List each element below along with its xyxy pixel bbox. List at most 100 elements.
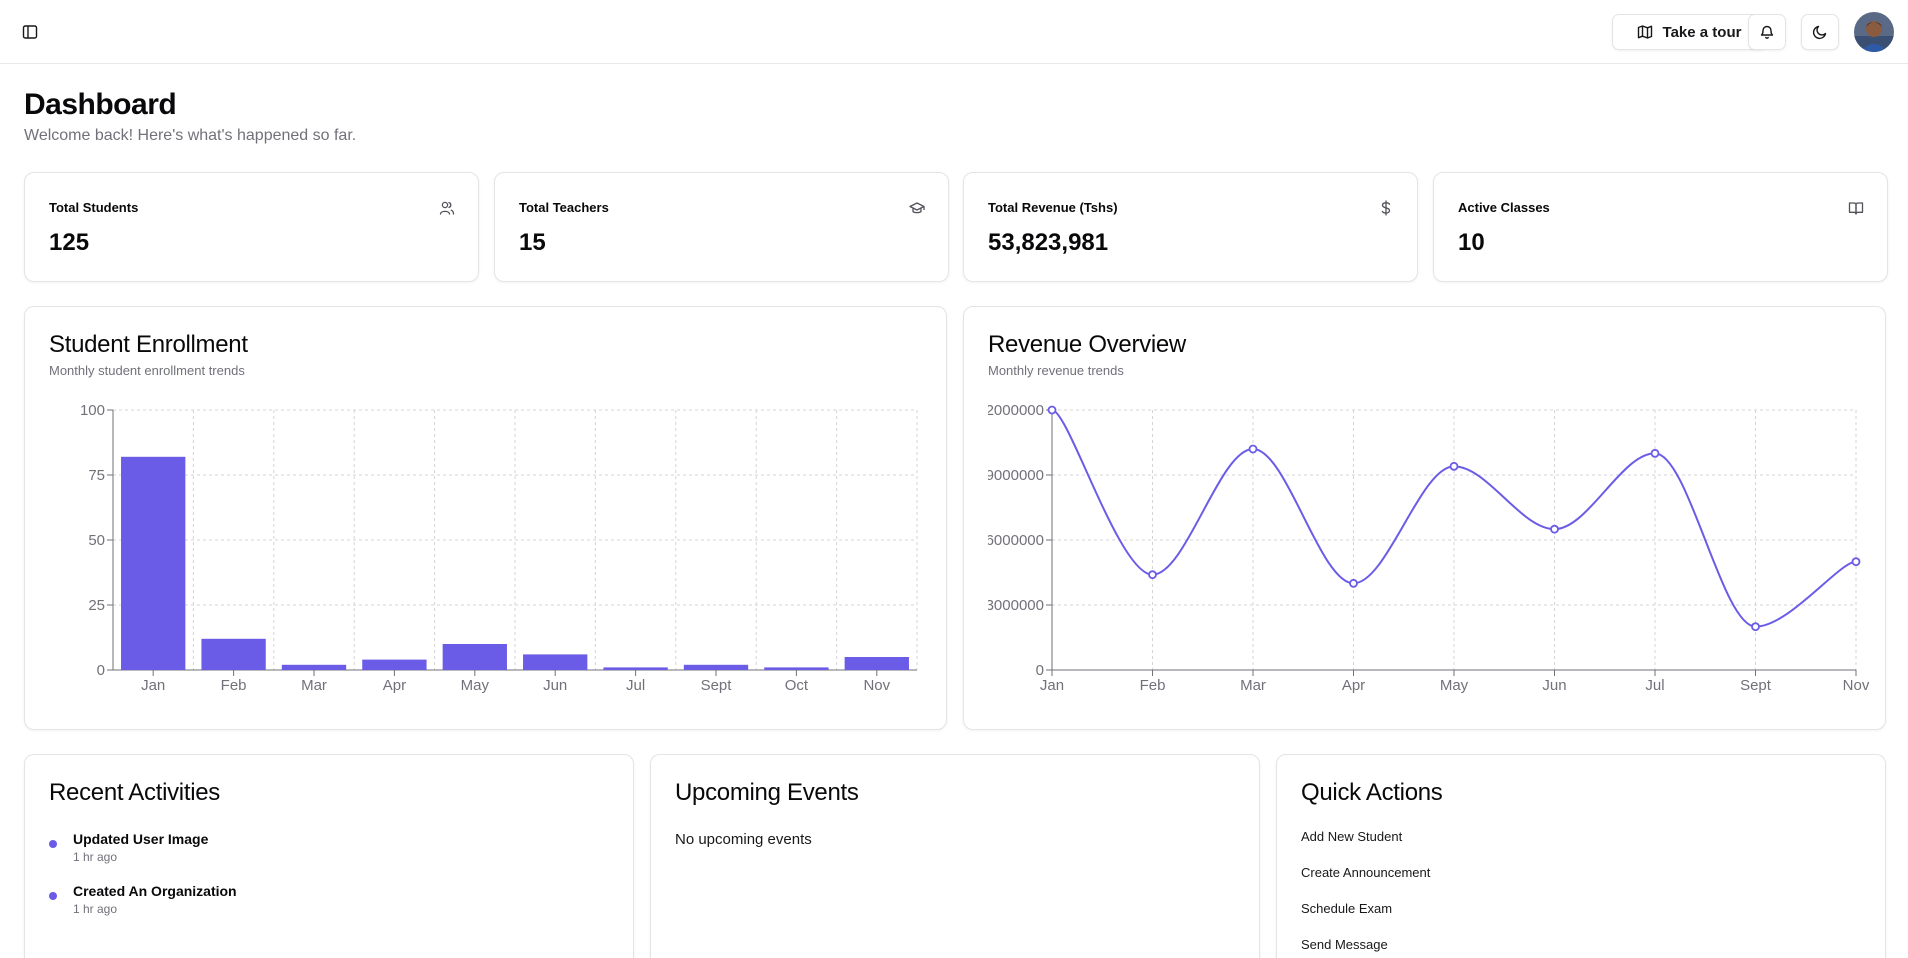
no-events-text: No upcoming events [675,831,812,848]
data-point [1349,578,1358,588]
x-tick-label: Jul [1645,677,1664,694]
x-tick-label: Apr [383,677,406,694]
stat-label: Total Students [49,200,139,215]
data-point [1650,448,1660,458]
sidebar-toggle-icon[interactable] [20,22,40,42]
card-title: Upcoming Events [675,779,859,806]
stat-label: Active Classes [1458,200,1550,215]
stat-card-classes: Active Classes 10 [1433,172,1888,282]
bar [844,657,909,670]
stat-value: 125 [49,229,90,256]
stat-value: 53,823,981 [988,229,1109,256]
stat-card-teachers: Total Teachers 15 [494,172,949,282]
bar [764,667,829,670]
data-point [1851,557,1861,567]
y-tick-label: 9000000 [986,467,1044,484]
stat-card-students: Total Students 125 [24,172,479,282]
book-open-icon [1847,199,1865,217]
data-point [1248,444,1258,454]
page-subtitle: Welcome back! Here's what's happened so … [24,127,357,144]
chart-title: Revenue Overview [988,331,1186,358]
revenue-line-chart: 0 3000000 6000000 9000000 12000000 Jan Feb Mar A… [977,402,1870,694]
activity-dot [49,892,57,900]
chart-title: Student Enrollment [49,331,248,358]
y-tick-label: 0 [1036,662,1044,679]
x-tick-label: Jun [543,677,567,694]
y-tick-label: 50 [88,532,105,549]
activity-time: 1 hr ago [73,850,118,864]
activity-title: Updated User Image [73,831,209,847]
activity-time: 1 hr ago [73,902,118,916]
x-tick-label: Mar [1240,677,1266,694]
card-title: Quick Actions [1301,779,1443,806]
activity-dot [49,840,57,848]
upcoming-events-card: Upcoming Events No upcoming events [650,754,1260,958]
bar [362,659,427,670]
avatar[interactable] [1854,12,1894,52]
create-announcement-action[interactable]: Create Announcement [1301,865,1431,880]
activity-item: Updated User Image 1 hr ago [49,829,208,865]
take-tour-label: Take a tour [1662,23,1742,41]
chart-description: Monthly revenue trends [988,363,1124,378]
card-title: Recent Activities [49,779,220,806]
bar [201,638,266,670]
y-tick-label: 12000000 [977,402,1044,419]
enrollment-bar-chart: 0 25 50 75 100 Jan Feb Mar Apr May Jun Jul Sept Oct No… [80,402,918,694]
data-point [1148,570,1157,580]
x-tick-label: Feb [221,677,247,694]
x-tick-label: Jan [1040,677,1064,694]
chart-description: Monthly student enrollment trends [49,363,245,378]
x-tick-label: Sept [701,677,733,694]
activity-item: Created An Organization 1 hr ago [49,881,237,917]
x-tick-label: Feb [1140,677,1166,694]
bar [121,456,186,670]
activity-title: Created An Organization [73,883,237,899]
stat-value: 10 [1458,229,1485,256]
y-tick-label: 0 [97,662,105,679]
data-point [1751,622,1760,632]
users-icon [438,199,456,217]
add-student-action[interactable]: Add New Student [1301,829,1403,844]
take-tour-button[interactable]: Take a tour [1612,14,1766,50]
x-tick-label: Mar [301,677,327,694]
notifications-button[interactable] [1748,14,1786,50]
graduation-cap-icon [908,199,926,217]
x-tick-label: May [1440,677,1469,694]
x-tick-label: May [461,677,490,694]
y-tick-label: 6000000 [986,532,1044,549]
theme-toggle-button[interactable] [1801,14,1839,50]
schedule-exam-action[interactable]: Schedule Exam [1301,901,1393,916]
x-tick-label: Jan [141,677,165,694]
bar [281,664,347,670]
bell-icon [1759,24,1775,40]
x-tick-label: Oct [785,677,809,694]
recent-activities-card: Recent Activities Updated User Image 1 h… [24,754,634,958]
map-icon [1637,24,1653,40]
stat-label: Total Teachers [519,200,609,215]
bar [683,664,749,670]
y-tick-label: 75 [88,467,105,484]
x-tick-label: Sept [1740,677,1772,694]
x-tick-label: Jun [1542,677,1566,694]
bar [603,667,668,670]
stat-card-revenue: Total Revenue (Tshs) 53,823,981 [963,172,1418,282]
bar [442,644,507,670]
quick-actions-card: Quick Actions Add New Student Create Ann… [1276,754,1886,958]
revenue-chart-card: Revenue Overview Monthly revenue trends … [963,306,1886,730]
send-message-action[interactable]: Send Message [1301,937,1388,952]
data-point [1449,461,1459,471]
x-tick-label: Nov [1843,677,1870,694]
y-tick-label: 3000000 [986,597,1044,614]
stat-value: 15 [519,229,546,256]
series-line [1051,409,1857,628]
dollar-icon [1377,199,1395,217]
moon-icon [1812,24,1828,40]
bar [523,654,588,670]
y-tick-label: 100 [80,402,105,419]
page-title: Dashboard [24,88,177,121]
data-point [1047,405,1057,415]
x-tick-label: Jul [626,677,645,694]
x-tick-label: Nov [863,677,890,694]
y-tick-label: 25 [88,597,105,614]
data-point [1550,524,1559,534]
